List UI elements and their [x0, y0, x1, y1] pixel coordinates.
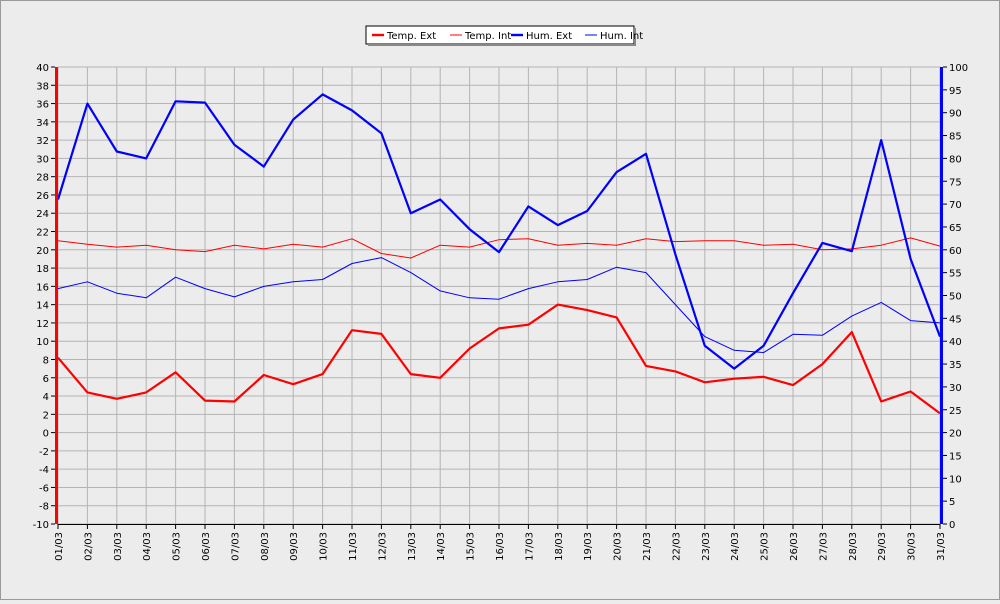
left-tick-label: 24 [36, 209, 49, 220]
right-tick-label: 55 [949, 269, 962, 280]
right-tick-label: 90 [949, 109, 962, 120]
x-tick-label: 23/03 [701, 532, 712, 561]
x-tick-label: 04/03 [142, 532, 153, 561]
x-tick-label: 29/03 [877, 532, 888, 561]
x-tick-label: 26/03 [789, 532, 800, 561]
left-tick-label: 14 [36, 301, 49, 312]
right-tick-label: 95 [949, 86, 962, 97]
series-line-temp-ext [57, 303, 941, 415]
x-tick-label: 12/03 [377, 532, 388, 561]
x-tick-label: 20/03 [613, 532, 624, 561]
left-tick-label: 22 [36, 228, 49, 239]
x-tick-label: 02/03 [83, 532, 94, 561]
x-tick-label: 17/03 [524, 532, 535, 561]
x-tick-label: 15/03 [466, 532, 477, 561]
x-tick-label: 16/03 [495, 532, 506, 561]
left-tick-label: -10 [33, 520, 49, 531]
series-line-hum-int [57, 257, 941, 354]
left-axis-bar [55, 67, 58, 524]
x-axis: 01/03 02/03 03/03 04/03 05/03 06/03 07/03 08/03… [54, 524, 947, 561]
right-tick-label: 70 [949, 200, 962, 211]
right-tick-label: 75 [949, 177, 962, 188]
legend-shadow [634, 28, 636, 46]
left-tick-label: 2 [43, 410, 49, 421]
left-tick-label: 0 [43, 429, 49, 440]
x-tick-label: 14/03 [436, 532, 447, 561]
right-tick-label: 85 [949, 132, 962, 143]
left-tick-label: 28 [36, 173, 49, 184]
x-tick-label: 27/03 [818, 532, 829, 561]
x-tick-label: 07/03 [230, 532, 241, 561]
right-tick-label: 10 [949, 474, 962, 485]
x-tick-label: 22/03 [671, 532, 682, 561]
left-tick-label: 40 [36, 63, 49, 74]
x-tick-label: 03/03 [113, 532, 124, 561]
legend-label: Hum. Ext [526, 31, 572, 42]
x-tick-label: 31/03 [936, 532, 947, 561]
right-tick-label: 80 [949, 154, 962, 165]
x-tick-label: 18/03 [554, 532, 565, 561]
x-tick-label: 24/03 [730, 532, 741, 561]
left-tick-label: 20 [36, 246, 49, 257]
legend-shadow [368, 44, 636, 46]
x-tick-label: 10/03 [319, 532, 330, 561]
left-tick-label: 38 [36, 81, 49, 92]
right-tick-label: 20 [949, 429, 962, 440]
right-tick-label: 5 [949, 497, 955, 508]
x-tick-label: 28/03 [848, 532, 859, 561]
x-tick-label: 13/03 [407, 532, 418, 561]
legend-label: Temp. Ext [386, 31, 436, 42]
x-tick-label: 01/03 [54, 532, 65, 561]
x-tick-label: 11/03 [348, 532, 359, 561]
right-y-axis: 0 5 10 15 20 25 30 35 40 45 50 55 60 65 70 75 80 85 90 95 10… [940, 63, 968, 531]
left-tick-label: 4 [43, 392, 49, 403]
x-tick-label: 05/03 [172, 532, 183, 561]
x-tick-label: 09/03 [289, 532, 300, 561]
series-layer [56, 93, 942, 415]
left-tick-label: 12 [36, 319, 49, 330]
left-tick-label: -6 [39, 483, 49, 494]
right-tick-label: 40 [949, 337, 962, 348]
right-tick-label: 65 [949, 223, 962, 234]
series-line-temp-int [57, 237, 941, 259]
right-tick-label: 25 [949, 406, 962, 417]
left-tick-label: 8 [43, 355, 49, 366]
x-tick-label: 30/03 [907, 532, 918, 561]
right-tick-label: 50 [949, 292, 962, 303]
x-tick-label: 06/03 [201, 532, 212, 561]
left-tick-label: 6 [43, 374, 49, 385]
right-tick-label: 30 [949, 383, 962, 394]
left-tick-label: 26 [36, 191, 49, 202]
legend: Temp. Ext Temp. Int Hum. Ext Hum. Int [365, 25, 643, 46]
x-tick-label: 19/03 [583, 532, 594, 561]
right-tick-label: 15 [949, 451, 962, 462]
right-tick-label: 45 [949, 314, 962, 325]
left-tick-label: -8 [39, 502, 49, 513]
x-tick-label: 25/03 [760, 532, 771, 561]
left-tick-label: -2 [39, 447, 49, 458]
right-axis-bar [940, 67, 943, 524]
legend-label: Temp. Int [464, 31, 511, 42]
left-tick-label: 18 [36, 264, 49, 275]
left-y-axis: -10-8-6-4-202468101214161820222426283032… [33, 63, 58, 531]
left-tick-label: 32 [36, 136, 49, 147]
right-tick-label: 100 [949, 63, 968, 74]
legend-label: Hum. Int [600, 31, 643, 42]
right-tick-label: 35 [949, 360, 962, 371]
left-tick-label: 30 [36, 154, 49, 165]
left-tick-label: 36 [36, 100, 49, 111]
series-line-hum-ext [56, 93, 942, 370]
left-tick-label: 34 [36, 118, 49, 129]
right-tick-label: 60 [949, 246, 962, 257]
left-tick-label: 10 [36, 337, 49, 348]
x-tick-label: 08/03 [260, 532, 271, 561]
left-tick-label: 16 [36, 282, 49, 293]
left-tick-label: -4 [39, 465, 49, 476]
right-tick-label: 0 [949, 520, 955, 531]
x-tick-label: 21/03 [642, 532, 653, 561]
